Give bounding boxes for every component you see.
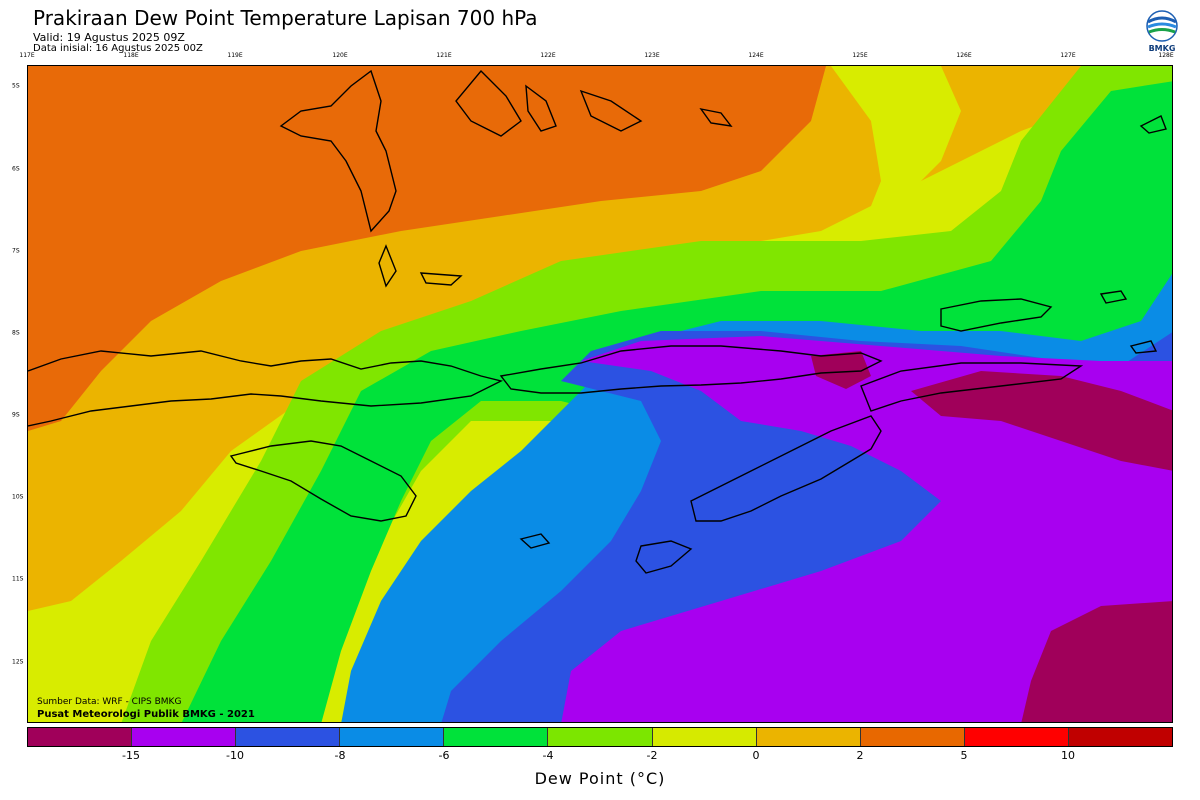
bmkg-logo-icon — [1142, 10, 1182, 56]
colorbar-label-minus8: -8 — [334, 749, 346, 762]
coast-islet-east2 — [1129, 340, 1158, 354]
coast-buton — [525, 84, 557, 132]
lon-tick-125e: 125E — [852, 52, 868, 59]
lon-tick-119e: 119E — [227, 52, 243, 59]
colorbar-swatch-9 — [860, 728, 965, 746]
data-source-credit: Sumber Data: WRF - CIPS BMKG — [37, 697, 182, 707]
lat-tick-11s: 11S — [12, 575, 24, 583]
colorbar-swatch-3 — [236, 728, 341, 746]
contour-purple — [561, 336, 1172, 722]
dew-point-map[interactable] — [27, 65, 1173, 723]
lon-tick-124e: 124E — [748, 52, 764, 59]
coast-timor-north — [860, 362, 1084, 412]
coast-rote — [635, 540, 693, 574]
coast-wetar — [940, 298, 1053, 332]
lon-tick-123e: 123E — [644, 52, 660, 59]
coast-islets-n — [579, 89, 643, 132]
lat-tick-7s: 7S — [12, 247, 20, 255]
lon-tick-120e: 120E — [332, 52, 348, 59]
coast-timor — [690, 415, 882, 522]
colorbar-swatch-4 — [340, 728, 445, 746]
coast-flores — [499, 345, 883, 394]
colorbar-label-5: 5 — [960, 749, 968, 762]
coast-islet-ne — [1139, 115, 1167, 134]
colorbar-swatch-7 — [652, 728, 757, 746]
lon-tick-118e: 118E — [123, 52, 139, 59]
colorbar-label-minus15: -15 — [122, 749, 140, 762]
lat-tick-5s: 5S — [12, 82, 20, 90]
coast-islet-nw — [699, 107, 733, 127]
map-title: Prakiraan Dew Point Temperature Lapisan … — [33, 6, 538, 30]
lat-tick-10s: 10S — [12, 493, 24, 501]
init-time-label: Data inisial: 16 Agustus 2025 00Z — [33, 43, 203, 54]
coast-islet-east — [1099, 290, 1128, 304]
lon-tick-122e: 122E — [540, 52, 556, 59]
lon-tick-128e: 128E — [1158, 52, 1174, 59]
contour-yellow-ne — [831, 66, 961, 231]
contour-magenta-southeast — [1021, 601, 1172, 722]
colorbar-label-minus6: -6 — [438, 749, 450, 762]
colorbar — [27, 727, 1173, 747]
contour-magenta-patch — [811, 351, 871, 389]
lat-tick-6s: 6S — [12, 165, 20, 173]
coast-sawu — [519, 533, 551, 549]
colorbar-swatch-11 — [1068, 728, 1173, 746]
coast-sumba — [229, 440, 417, 522]
colorbar-label-10: 10 — [1061, 749, 1075, 762]
colorbar-label-minus4: -4 — [542, 749, 554, 762]
colorbar-title: Dew Point (°C) — [534, 769, 666, 788]
coastlines — [28, 69, 1167, 574]
coast-sulawesi-se — [455, 69, 522, 137]
lat-tick-9s: 9S — [12, 411, 20, 419]
colorbar-swatch-5 — [444, 728, 549, 746]
colorbar-swatch-10 — [964, 728, 1069, 746]
lon-tick-126e: 126E — [956, 52, 972, 59]
colorbar-swatch-2 — [132, 728, 237, 746]
contour-orange — [28, 66, 826, 431]
colorbar-label-2: 2 — [856, 749, 864, 762]
coast-lombok-sumbawa — [28, 350, 504, 427]
valid-time-label: Valid: 19 Agustus 2025 09Z — [33, 31, 185, 44]
longitude-axis: 117E 118E 119E 120E 121E 122E 123E 124E … — [0, 52, 1200, 64]
coast-sulawesi — [279, 69, 397, 233]
publisher-credit: Pusat Meteorologi Publik BMKG - 2021 — [37, 709, 255, 720]
colorbar-swatch-1 — [28, 728, 133, 746]
colorbar-label-minus2: -2 — [646, 749, 658, 762]
colorbar-swatch-6 — [548, 728, 653, 746]
contour-magenta-east — [911, 371, 1172, 471]
lat-tick-8s: 8S — [12, 329, 20, 337]
lon-tick-121e: 121E — [436, 52, 452, 59]
lon-tick-117e: 117E — [19, 52, 35, 59]
lat-tick-12s: 12S — [12, 658, 24, 666]
lon-tick-127e: 127E — [1060, 52, 1076, 59]
logo-label: BMKG — [1148, 44, 1176, 53]
colorbar-swatch-8 — [756, 728, 861, 746]
colorbar-label-0: 0 — [752, 749, 760, 762]
coast-flores-islets — [419, 272, 463, 286]
coast-selayar — [378, 244, 397, 288]
colorbar-label-minus10: -10 — [226, 749, 244, 762]
